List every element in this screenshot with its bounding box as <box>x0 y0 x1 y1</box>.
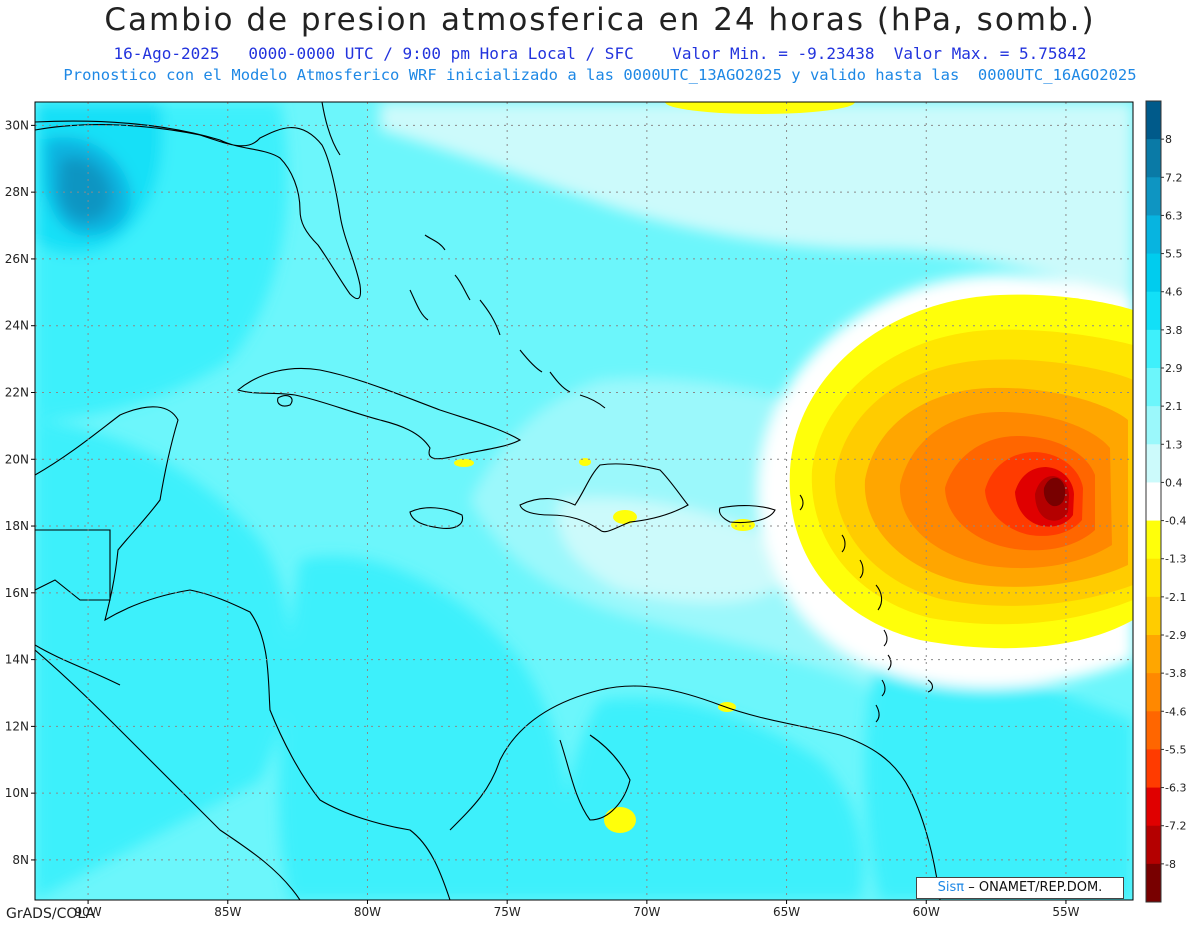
colorbar-frame <box>1145 100 1162 903</box>
lat-label: 10N <box>5 786 29 800</box>
lat-label: 24N <box>5 319 29 333</box>
colorbar-swatch <box>1146 329 1161 369</box>
colorbar-label: 5.5 <box>1165 248 1183 261</box>
latitude-labels: 30N 28N 26N 24N 22N 20N 18N 16N 14N 12N 10N 8N <box>5 118 35 867</box>
colorbar-label: -3.8 <box>1165 667 1186 680</box>
lon-label: 70W <box>633 905 660 919</box>
lon-label: 65W <box>773 905 800 919</box>
colorbar-swatch <box>1146 863 1161 903</box>
colorbar-swatch <box>1146 482 1161 522</box>
map-title: Cambio de presion atmosferica en 24 hora… <box>104 2 1096 38</box>
colorbar-swatch <box>1146 101 1161 140</box>
colorbar-swatch <box>1146 520 1161 560</box>
colorbar: 8 7.2 6.3 5.5 4.6 3.8 2.9 2.1 1.3 0.4 -0.4 -1.3 -2.1… <box>1145 100 1186 903</box>
onamet-credit: – ONAMET/REP.DOM. <box>968 880 1103 895</box>
colorbar-swatch <box>1146 635 1161 674</box>
source-badge: Sisπ – ONAMET/REP.DOM. <box>916 877 1124 899</box>
colorbar-swatch <box>1146 215 1161 255</box>
lon-label: 90W <box>75 905 102 919</box>
colorbar-label: -2.9 <box>1165 629 1186 642</box>
colorbar-label: -2.1 <box>1165 591 1186 604</box>
low-pressure-system <box>789 294 1133 649</box>
lat-label: 20N <box>5 452 29 466</box>
colorbar-label: 8 <box>1165 133 1172 146</box>
colorbar-swatch <box>1146 253 1161 293</box>
lat-label: 26N <box>5 252 29 266</box>
colorbar-label: -5.5 <box>1165 743 1186 756</box>
colorbar-label: -8 <box>1165 858 1176 871</box>
north-yellow-patch <box>665 102 855 114</box>
colorbar-label: -6.3 <box>1165 782 1186 795</box>
lon-label: 55W <box>1052 905 1079 919</box>
valid-time-subtitle: 16-Ago-2025 0000-0000 UTC / 9:00 pm Hora… <box>113 44 1087 63</box>
lon-label: 80W <box>354 905 381 919</box>
lon-label: 75W <box>494 905 521 919</box>
colorbar-label: 6.3 <box>1165 209 1183 222</box>
colorbar-swatch <box>1146 749 1161 789</box>
lat-label: 18N <box>5 519 29 533</box>
colorbar-swatch <box>1146 368 1161 407</box>
colorbar-label: 7.2 <box>1165 171 1183 184</box>
lat-label: 22N <box>5 385 29 399</box>
colorbar-swatch <box>1146 177 1161 216</box>
lon-label: 60W <box>913 905 940 919</box>
colorbar-label: 3.8 <box>1165 324 1183 337</box>
colorbar-label: 1.3 <box>1165 438 1183 451</box>
colorbar-swatch <box>1146 444 1161 483</box>
colorbar-label: -0.4 <box>1165 515 1186 528</box>
lat-label: 12N <box>5 719 29 733</box>
lon-label: 85W <box>214 905 241 919</box>
lat-label: 8N <box>12 853 29 867</box>
lat-label: 30N <box>5 118 29 132</box>
colorbar-swatch <box>1146 787 1161 827</box>
colorbar-swatch <box>1146 139 1161 178</box>
lat-label: 16N <box>5 586 29 600</box>
colorbar-label: 2.9 <box>1165 362 1183 375</box>
colorbar-swatch <box>1146 558 1161 598</box>
colorbar-label: 2.1 <box>1165 400 1183 413</box>
colorbar-label: 4.6 <box>1165 286 1183 299</box>
colorbar-swatch <box>1146 596 1161 636</box>
colorbar-label: -1.3 <box>1165 553 1186 566</box>
colorbar-label: -7.2 <box>1165 820 1186 833</box>
shaded-field <box>35 102 1133 900</box>
colorbar-swatch <box>1146 673 1161 712</box>
grid-lines <box>35 102 1133 900</box>
colorbar-swatch <box>1146 406 1161 445</box>
map-frame <box>34 101 1134 901</box>
sis-brand: Sisπ <box>937 880 965 895</box>
model-info-subtitle: Pronostico con el Modelo Atmosferico WRF… <box>63 66 1137 84</box>
colorbar-swatch <box>1146 291 1161 331</box>
lat-label: 28N <box>5 185 29 199</box>
colorbar-label: -4.6 <box>1165 705 1186 718</box>
colorbar-label: 0.4 <box>1165 476 1183 489</box>
colorbar-swatch <box>1146 825 1161 865</box>
colorbar-swatch <box>1146 711 1161 750</box>
coastlines <box>35 102 941 900</box>
lat-label: 14N <box>5 653 29 667</box>
grads-credit: GrADS/COLA <box>6 906 96 922</box>
longitude-labels: 90W 85W 80W 75W 70W 65W 60W 55W <box>75 900 1080 919</box>
